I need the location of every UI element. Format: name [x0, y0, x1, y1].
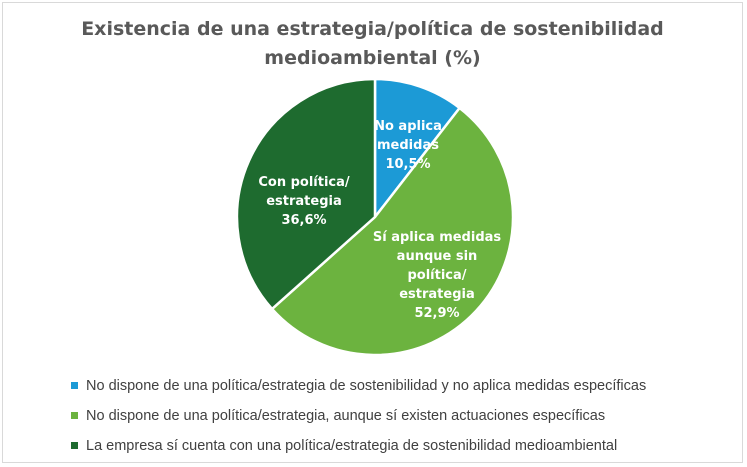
legend-item-si-aplica: No dispone de una política/estrategia, a…: [71, 403, 731, 428]
legend-swatch: [71, 412, 78, 419]
legend-swatch: [71, 442, 78, 449]
legend-label: No dispone de una política/estrategia de…: [86, 377, 647, 394]
slice-label-line: 36,6%: [281, 213, 326, 228]
pie-chart: No aplica medidas 10,5% Sí aplica medidas au…: [235, 77, 515, 357]
chart-area: Existencia de una estrategia/política de…: [2, 2, 743, 463]
slice-label-line: estrategia: [399, 287, 475, 302]
slice-no-aplica: [373, 77, 461, 219]
slice-label-line: No aplica: [374, 119, 442, 134]
slice-label-line: aunque sin: [397, 249, 478, 264]
slice-label-line: 52,9%: [414, 306, 459, 321]
legend: No dispone de una política/estrategia de…: [71, 373, 731, 463]
legend-label: La empresa sí cuenta con una política/es…: [86, 437, 618, 454]
legend-item-no-aplica: No dispone de una política/estrategia de…: [71, 373, 731, 398]
slice-label: Sí aplica medidas aunque sin política/estr…: [373, 230, 502, 321]
slice-label-line: Con política/: [258, 175, 350, 190]
slice-label-line: estrategia: [266, 194, 342, 209]
legend-item-con-politica: La empresa sí cuenta con una política/es…: [71, 433, 731, 458]
slice-label-line: política/: [407, 268, 466, 283]
slice-label-line: Sí aplica medidas: [373, 230, 502, 245]
slice-label-line: 10,5%: [385, 157, 430, 172]
slice-si-aplica: [270, 106, 515, 357]
slice-label-line: medidas: [377, 138, 439, 153]
legend-label: No dispone de una política/estrategia, a…: [86, 407, 606, 424]
slice-label: No aplica medidas 10,5%: [374, 119, 442, 172]
chart-title: Existencia de una estrategia/política de…: [81, 18, 664, 69]
slice-con-politica: [235, 77, 377, 311]
legend-swatch: [71, 382, 78, 389]
slice-label: Con política/estrategia 36,6%: [258, 175, 350, 228]
